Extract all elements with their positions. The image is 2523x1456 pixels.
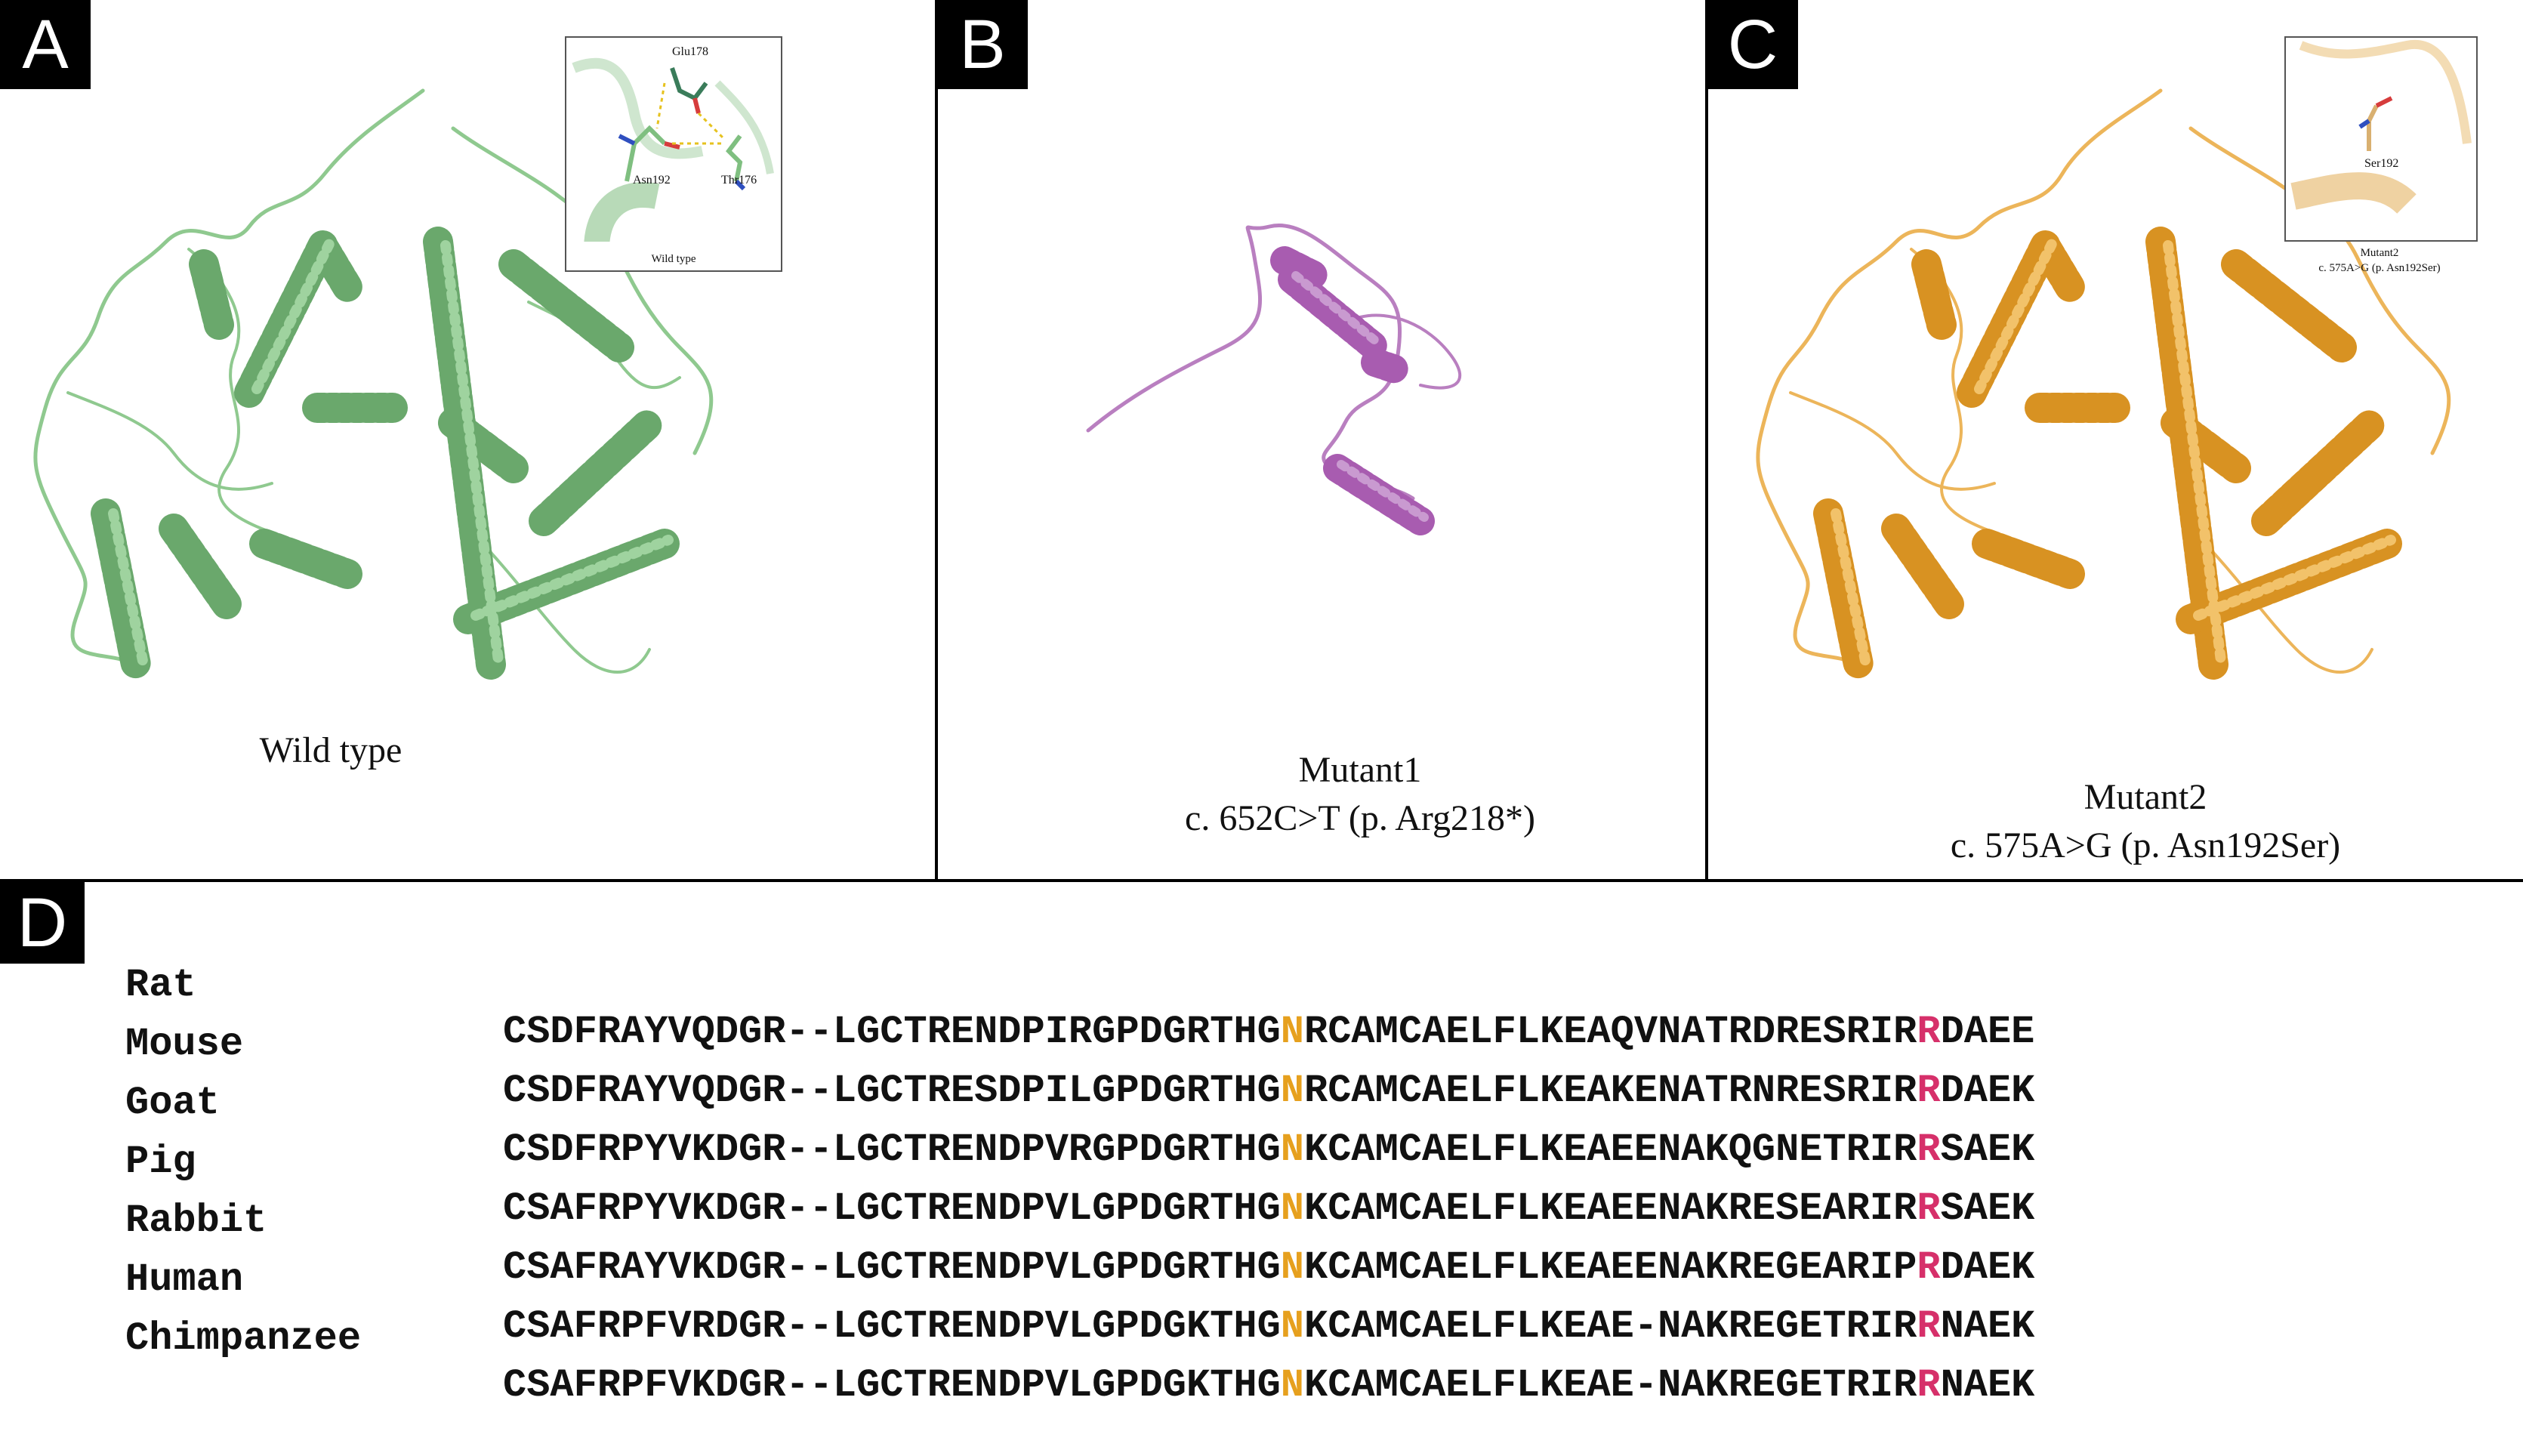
mutant2-inset-caption-line2: c. 575A>G (p. Asn192Ser) [2318,262,2441,274]
seq-mid: RCAMCAELFLKEAKENATRNRESRIR [1304,1069,1917,1113]
arg218-residue: R [1917,1363,1941,1408]
alignment-row-pig: Pig CSAFRPYVKDGR--LGCTRENDPVLGPDGRTHGNKC… [125,1092,2034,1231]
mutant2-inset: Ser192 [2284,36,2478,242]
seq-mid: KCAMCAELFLKEAEENAKREGEARIP [1304,1245,1917,1290]
glu178-label: Glu178 [672,45,708,58]
panel-label-a: A [0,0,91,89]
seq-post: DAEK [1940,1245,2035,1290]
arg218-residue: R [1917,1010,1941,1054]
species-label: Chimpanzee [125,1316,362,1361]
seq-post: NAEK [1940,1363,2035,1408]
seq-post: NAEK [1940,1304,2035,1349]
panel-c-mutant2: C [1707,0,2523,880]
wild-type-inset: Glu178 Asn192 Thr176 Wild type [565,36,782,272]
sequence: CSAFRPFVKDGR--LGCTRENDPVLGPDGKTHGNKCAMCA… [503,1362,2034,1409]
seq-pre: CSAFRPFVRDGR--LGCTRENDPVLGPDGKTHG [503,1304,1281,1349]
species-label: Rabbit [125,1198,267,1243]
seq-mid: RCAMCAELFLKEAQVNATRDRESRIR [1304,1010,1917,1054]
seq-post: SAEK [1940,1127,2035,1172]
ser192-label: Ser192 [2364,157,2399,170]
seq-post: DAEK [1940,1069,2035,1113]
alignment-row-rabbit: Rabbit CSAFRAYVKDGR--LGCTRENDPVLGPDGRTHG… [125,1151,2034,1290]
panel-a-wild-type: A [0,0,935,880]
wild-type-structure-image [33,88,714,680]
seq-mid: KCAMCAELFLKEAE-NAKREGETRIR [1304,1363,1917,1408]
arg218-residue: R [1917,1245,1941,1290]
divider-a-b [935,0,938,882]
asn192-residue: N [1280,1127,1304,1172]
mutant1-caption-line1: Mutant1 [1298,750,1422,790]
panel-b-mutant1: B Mutant1 c. 652C>T (p. Arg218*) [937,0,1705,880]
panel-label-b: B [937,0,1028,89]
sequence: CSDFRPYVKDGR--LGCTRENDPVRGPDGRTHGNKCAMCA… [503,1127,2034,1174]
alignment-row-mouse: Mouse CSDFRAYVQDGR--LGCTRESDPILGPDGRTHGN… [125,974,2034,1113]
seq-mid: KCAMCAELFLKEAEENAKQGNETRIR [1304,1127,1917,1172]
asn192-residue: N [1280,1186,1304,1231]
seq-pre: CSAFRPFVKDGR--LGCTRENDPVLGPDGKTHG [503,1363,1281,1408]
divider-b-c [1705,0,1708,882]
inset-residues-image [572,57,774,242]
wild-type-inset-caption: Wild type [651,253,696,265]
species-label: Rat [125,963,196,1007]
asn192-residue: N [1280,1010,1304,1054]
panel-label-d: D [0,882,85,964]
mutant2-inset-caption-line1: Mutant2 [2360,247,2399,259]
species-label: Goat [125,1081,220,1125]
seq-mid: KCAMCAELFLKEAE-NAKREGETRIR [1304,1304,1917,1349]
divider-top-bottom [0,879,2523,882]
thr176-label: Thr176 [721,174,757,187]
mutant2-caption-line1: Mutant2 [2083,777,2207,817]
sequence: CSAFRPYVKDGR--LGCTRENDPVLGPDGRTHGNKCAMCA… [503,1186,2034,1232]
sequence: CSAFRAYVKDGR--LGCTRENDPVLGPDGRTHGNKCAMCA… [503,1245,2034,1291]
seq-pre: CSDFRAYVQDGR--LGCTRESDPILGPDGRTHG [503,1069,1281,1113]
alignment-row-rat: Rat CSDFRAYVQDGR--LGCTRENDPIRGPDGRTHGNRC… [125,915,2034,1054]
seq-pre: CSAFRAYVKDGR--LGCTRENDPVLGPDGRTHG [503,1245,1281,1290]
panel-label-c: C [1707,0,1798,89]
seq-mid: KCAMCAELFLKEAEENAKRESEARIR [1304,1186,1917,1231]
arg218-residue: R [1917,1186,1941,1231]
species-label: Human [125,1257,244,1302]
sequence: CSDFRAYVQDGR--LGCTRESDPILGPDGRTHGNRCAMCA… [503,1068,2034,1115]
asn192-residue: N [1280,1304,1304,1349]
alignment-row-chimpanzee: Chimpanzee CSAFRPFVKDGR--LGCTRENDPVLGPDG… [125,1269,2034,1408]
arg218-residue: R [1917,1304,1941,1349]
species-label: Pig [125,1140,196,1184]
seq-pre: CSDFRPYVKDGR--LGCTRENDPVRGPDGRTHG [503,1127,1281,1172]
arg218-residue: R [1917,1127,1941,1172]
mutant2-caption-line2: c. 575A>G (p. Asn192Ser) [1950,825,2341,865]
asn192-residue: N [1280,1069,1304,1113]
mutant1-caption-line2: c. 652C>T (p. Arg218*) [1185,798,1535,838]
mutant1-structure-image [1086,224,1462,535]
arg218-residue: R [1917,1069,1941,1113]
seq-pre: CSDFRAYVQDGR--LGCTRENDPIRGPDGRTHG [503,1010,1281,1054]
seq-pre: CSAFRPYVKDGR--LGCTRENDPVLGPDGRTHG [503,1186,1281,1231]
sequence: CSDFRAYVQDGR--LGCTRENDPIRGPDGRTHGNRCAMCA… [503,1009,2034,1056]
asn192-label: Asn192 [633,174,671,187]
inset-ser192-image [2290,39,2472,214]
asn192-residue: N [1280,1363,1304,1408]
sequence: CSAFRPFVRDGR--LGCTRENDPVLGPDGKTHGNKCAMCA… [503,1303,2034,1350]
mutant2-structure-image [1756,88,2451,680]
alignment-row-goat: Goat CSDFRPYVKDGR--LGCTRENDPVRGPDGRTHGNK… [125,1033,2034,1172]
seq-post: SAEK [1940,1186,2035,1231]
asn192-residue: N [1280,1245,1304,1290]
species-label: Mouse [125,1022,244,1066]
seq-post: DAEE [1940,1010,2035,1054]
alignment-row-human: Human CSAFRPFVRDGR--LGCTRENDPVLGPDGKTHGN… [125,1210,2034,1349]
wild-type-caption: Wild type [259,730,403,770]
